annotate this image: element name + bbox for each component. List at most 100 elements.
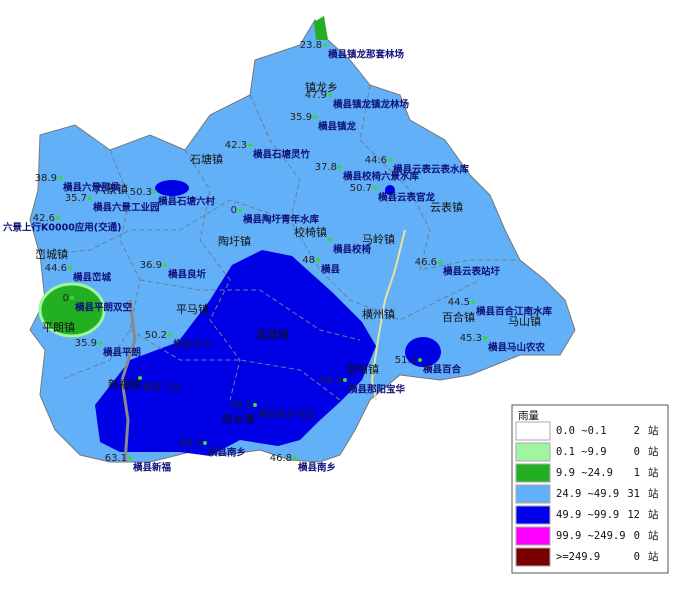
town-label: 平朗镇 bbox=[42, 320, 75, 334]
station-value: 54.3 bbox=[320, 375, 342, 386]
station-name: 横县六景那侯 bbox=[63, 182, 121, 194]
station-value: 36.9 bbox=[140, 260, 162, 271]
station-dot bbox=[338, 165, 342, 169]
station-name: 横县云表站圩 bbox=[443, 266, 501, 278]
station-value: 42.6 bbox=[33, 213, 55, 224]
station-name: 横县石塘灵竹 bbox=[253, 149, 311, 161]
station-dot bbox=[203, 441, 207, 445]
legend-range: 49.9 ~99.9 bbox=[556, 509, 619, 521]
station-dot bbox=[373, 186, 377, 190]
station-name: 横县平马 bbox=[173, 339, 211, 351]
station-name: 横县校椅 bbox=[333, 244, 372, 256]
station-value: 63.1 bbox=[105, 453, 127, 464]
station-dot bbox=[418, 358, 422, 362]
station-dot bbox=[128, 456, 132, 460]
heavy-rain-area bbox=[405, 337, 441, 367]
station-name: 横县平朗 bbox=[103, 347, 141, 359]
legend-count: 0 bbox=[634, 446, 640, 458]
station-dot bbox=[323, 43, 327, 47]
legend-range: 0.0 ~0.1 bbox=[556, 425, 607, 437]
legend-unit: 站 bbox=[648, 529, 659, 542]
legend-unit: 站 bbox=[648, 445, 659, 458]
station-dot bbox=[313, 115, 317, 119]
station-value: 23.8 bbox=[300, 40, 322, 51]
station-name: 横县百合江南水库 bbox=[476, 306, 553, 318]
station-value: 50.2 bbox=[145, 330, 167, 341]
legend-count: 12 bbox=[627, 509, 640, 521]
town-label: 峦城镇 bbox=[35, 247, 68, 261]
station-name: 横县南乡社区 bbox=[258, 409, 316, 421]
station-name: 横县镇龙 bbox=[318, 121, 357, 133]
legend-title: 雨量 bbox=[518, 410, 539, 422]
station-value: 45.3 bbox=[460, 333, 482, 344]
town-label: 镇龙乡 bbox=[305, 80, 338, 94]
station-value: 0 bbox=[63, 293, 69, 304]
town-label: 马岭镇 bbox=[362, 232, 395, 246]
town-label: 平马镇 bbox=[176, 302, 209, 316]
legend-range: 24.9 ~49.9 bbox=[556, 488, 619, 500]
legend-count: 2 bbox=[634, 425, 640, 437]
legend-unit: 站 bbox=[648, 424, 659, 437]
station-value: 56.1 bbox=[230, 400, 252, 411]
station-name: 横县那阳宝华 bbox=[348, 384, 406, 396]
station-dot bbox=[70, 296, 74, 300]
legend-swatch bbox=[515, 463, 551, 483]
station-value: 44.6 bbox=[365, 155, 387, 166]
town-label: 新福镇 bbox=[108, 377, 141, 391]
town-label: 莲塘镇 bbox=[256, 327, 289, 341]
town-label: 六景镇 bbox=[95, 182, 128, 196]
legend-range: 0.1 ~9.9 bbox=[556, 446, 607, 458]
station-value: 50.7 bbox=[350, 183, 372, 194]
legend-swatch bbox=[515, 442, 551, 462]
station-value: 46.6 bbox=[415, 257, 437, 268]
station-value: 35.7 bbox=[65, 193, 87, 204]
town-label: 陶圩镇 bbox=[218, 234, 251, 248]
legend-unit: 站 bbox=[648, 508, 659, 521]
station-dot bbox=[168, 333, 172, 337]
legend-swatch bbox=[515, 526, 551, 546]
station-name: 横县峦城 bbox=[73, 272, 112, 284]
legend-swatch bbox=[515, 505, 551, 525]
station-name: 横县新福 bbox=[133, 462, 172, 474]
station-dot bbox=[328, 238, 332, 242]
legend-unit: 站 bbox=[648, 466, 659, 479]
station-dot bbox=[56, 216, 60, 220]
town-label: 横州镇 bbox=[362, 307, 395, 321]
station-value: 69.5 bbox=[180, 438, 202, 449]
station-value: 42.3 bbox=[225, 140, 247, 151]
legend-range: 9.9 ~24.9 bbox=[556, 467, 613, 479]
legend-swatch bbox=[515, 547, 551, 567]
station-name: 横县镇龙镇龙林场 bbox=[333, 99, 410, 111]
station-dot bbox=[328, 93, 332, 97]
station-name: 横县马山农农 bbox=[488, 342, 546, 354]
station-name: 横县南乡 bbox=[298, 462, 336, 474]
station-value: 37.8 bbox=[315, 162, 337, 173]
station-dot bbox=[58, 176, 62, 180]
legend-unit: 站 bbox=[648, 487, 659, 500]
station-dot bbox=[88, 196, 92, 200]
legend-count: 31 bbox=[627, 488, 640, 500]
station-value: 35.9 bbox=[75, 338, 97, 349]
station-dot bbox=[293, 456, 297, 460]
station-value: 50.3 bbox=[130, 187, 152, 198]
station-dot bbox=[471, 300, 475, 304]
station-dot bbox=[483, 336, 487, 340]
legend-count: 1 bbox=[634, 467, 640, 479]
heavy-rain-area bbox=[155, 180, 189, 196]
legend-count: 0 bbox=[634, 530, 640, 542]
station-dot bbox=[153, 190, 157, 194]
station-name: 横县六景工业园 bbox=[93, 202, 160, 214]
legend-range: 99.9 ~249.9 bbox=[556, 530, 626, 542]
town-label: 石塘镇 bbox=[190, 152, 223, 166]
station-value: 38.9 bbox=[35, 173, 57, 184]
station-dot bbox=[388, 158, 392, 162]
legend-unit: 站 bbox=[648, 550, 659, 563]
station-value: 44.6 bbox=[45, 263, 67, 274]
station-value: 35.9 bbox=[290, 112, 312, 123]
station-dot bbox=[98, 341, 102, 345]
station-name: 横县校椅六景水库 bbox=[343, 171, 420, 183]
station-name: 横县镇龙那套林场 bbox=[328, 49, 405, 61]
road bbox=[120, 299, 137, 463]
station-value: 48 bbox=[302, 255, 315, 266]
